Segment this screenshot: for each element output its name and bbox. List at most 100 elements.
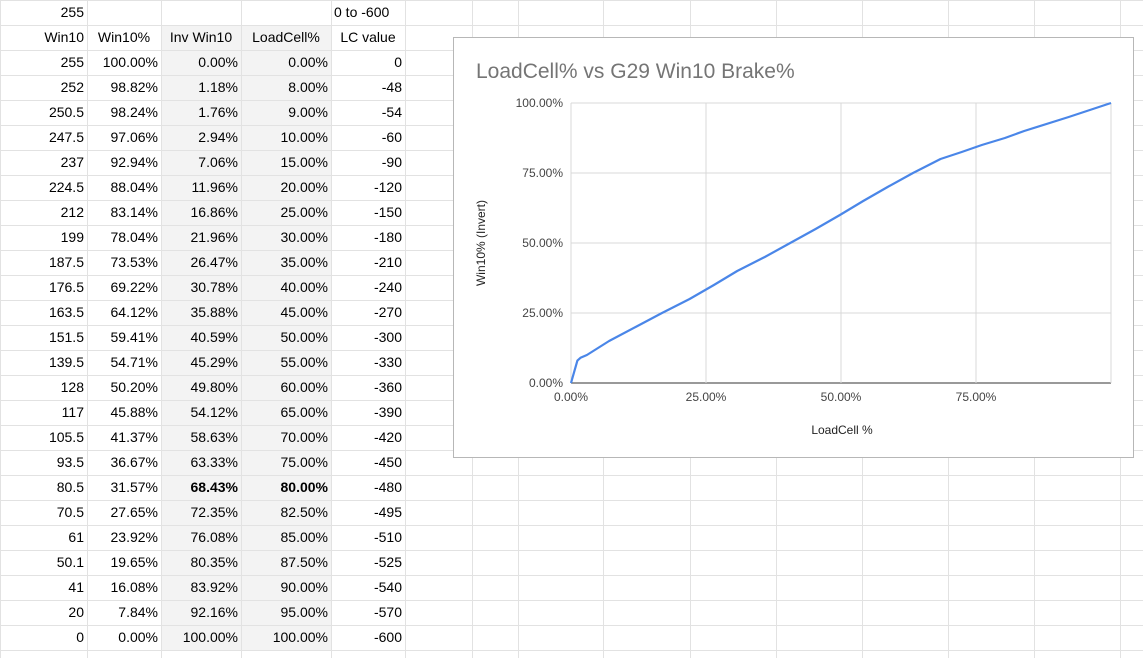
table-cell[interactable]: 50.00% (280, 329, 328, 345)
table-cell[interactable]: -150 (373, 204, 402, 220)
table-cell[interactable]: 8.00% (288, 79, 328, 95)
table-cell[interactable]: 93.5 (56, 454, 84, 470)
table-cell[interactable]: -300 (373, 329, 402, 345)
table-cell[interactable]: 224.5 (48, 179, 84, 195)
table-cell[interactable]: 82.50% (280, 504, 328, 520)
table-cell[interactable]: 11.96% (191, 179, 238, 195)
table-cell[interactable]: -270 (373, 304, 402, 320)
table-cell[interactable]: 25.00% (280, 204, 328, 220)
table-cell[interactable]: -90 (381, 154, 402, 170)
table-cell[interactable]: 40.00% (280, 279, 328, 295)
table-cell[interactable]: 83.92% (190, 579, 238, 595)
table-cell[interactable]: 199 (60, 229, 84, 245)
table-cell[interactable]: 80.35% (190, 554, 238, 570)
table-cell[interactable]: 54.71% (110, 354, 158, 370)
table-cell[interactable]: 252 (60, 79, 84, 95)
table-cell[interactable]: -525 (373, 554, 402, 570)
table-cell[interactable]: 9.00% (288, 104, 328, 120)
table-cell[interactable]: 50.1 (56, 554, 84, 570)
table-cell[interactable]: -360 (373, 379, 402, 395)
table-cell[interactable]: 19.65% (110, 554, 158, 570)
column-header[interactable]: Inv Win10 (169, 29, 233, 45)
table-cell[interactable]: 76.08% (190, 529, 238, 545)
table-cell[interactable]: 16.86% (190, 204, 238, 220)
column-header[interactable]: LoadCell% (252, 29, 320, 45)
table-cell[interactable]: -330 (373, 354, 402, 370)
table-cell[interactable]: 7.06% (198, 154, 238, 170)
table-cell[interactable]: -180 (373, 229, 402, 245)
table-cell[interactable]: 105.5 (48, 429, 84, 445)
column-header[interactable]: Win10 (44, 29, 84, 45)
table-cell[interactable]: -450 (373, 454, 402, 470)
table-cell[interactable]: -48 (381, 79, 402, 95)
table-cell[interactable]: 49.80% (190, 379, 238, 395)
table-cell[interactable]: 27.65% (110, 504, 158, 520)
table-cell[interactable]: 0.00% (198, 54, 238, 70)
table-cell[interactable]: -120 (373, 179, 402, 195)
chart-card[interactable]: LoadCell% vs G29 Win10 Brake% 0.00% 25.00… (453, 37, 1134, 458)
table-cell[interactable]: 98.82% (110, 79, 158, 95)
table-cell[interactable]: 61 (68, 529, 84, 545)
table-cell[interactable]: 163.5 (48, 304, 84, 320)
table-cell[interactable]: 68.43% (190, 479, 238, 495)
table-cell[interactable]: 75.00% (280, 454, 328, 470)
cell-range-note[interactable]: 0 to -600 (334, 4, 390, 20)
table-cell[interactable]: 35.88% (190, 304, 238, 320)
table-cell[interactable]: 187.5 (48, 254, 84, 270)
table-cell[interactable]: 0 (76, 629, 84, 645)
table-cell[interactable]: 64.12% (110, 304, 158, 320)
table-cell[interactable]: -240 (373, 279, 402, 295)
table-cell[interactable]: 92.16% (190, 604, 238, 620)
table-cell[interactable]: 83.14% (110, 204, 158, 220)
table-cell[interactable]: 45.29% (190, 354, 238, 370)
table-cell[interactable]: -480 (373, 479, 402, 495)
table-cell[interactable]: 21.96% (190, 229, 238, 245)
table-cell[interactable]: 237 (60, 154, 84, 170)
table-cell[interactable]: 98.24% (110, 104, 158, 120)
table-cell[interactable]: -570 (373, 604, 402, 620)
table-cell[interactable]: 117 (61, 404, 84, 420)
table-cell[interactable]: 30.00% (280, 229, 328, 245)
table-cell[interactable]: 45.00% (280, 304, 328, 320)
table-cell[interactable]: 100.00% (272, 629, 328, 645)
table-cell[interactable]: 40.59% (190, 329, 238, 345)
table-cell[interactable]: 85.00% (280, 529, 328, 545)
table-cell[interactable]: 247.5 (48, 129, 84, 145)
table-cell[interactable]: 0.00% (288, 54, 328, 70)
table-cell[interactable]: 0 (394, 54, 402, 70)
table-cell[interactable]: 7.84% (118, 604, 158, 620)
table-cell[interactable]: 128 (60, 379, 84, 395)
table-cell[interactable]: 31.57% (110, 479, 158, 495)
table-cell[interactable]: -495 (373, 504, 402, 520)
table-cell[interactable]: 139.5 (48, 354, 84, 370)
table-cell[interactable]: 55.00% (280, 354, 328, 370)
table-cell[interactable]: 59.41% (110, 329, 158, 345)
table-cell[interactable]: 30.78% (190, 279, 238, 295)
table-cell[interactable]: 15.00% (280, 154, 328, 170)
table-cell[interactable]: 78.04% (110, 229, 158, 245)
table-cell[interactable]: 45.88% (110, 404, 158, 420)
table-cell[interactable]: 151.5 (48, 329, 84, 345)
table-cell[interactable]: 41.37% (110, 429, 158, 445)
table-cell[interactable]: 0.00% (118, 629, 158, 645)
table-cell[interactable]: -540 (373, 579, 402, 595)
table-cell[interactable]: -210 (373, 254, 402, 270)
column-header[interactable]: LC value (340, 29, 396, 45)
table-cell[interactable]: 58.63% (190, 429, 238, 445)
table-cell[interactable]: 87.50% (280, 554, 328, 570)
table-cell[interactable]: 20 (68, 604, 84, 620)
table-cell[interactable]: -390 (373, 404, 402, 420)
table-cell[interactable]: 90.00% (280, 579, 328, 595)
table-cell[interactable]: 176.5 (48, 279, 84, 295)
table-cell[interactable]: 1.18% (198, 79, 238, 95)
table-cell[interactable]: 212 (60, 204, 84, 220)
table-cell[interactable]: 23.92% (110, 529, 158, 545)
table-cell[interactable]: 65.00% (280, 404, 328, 420)
table-cell[interactable]: 41 (68, 579, 84, 595)
table-cell[interactable]: 69.22% (110, 279, 158, 295)
table-cell[interactable]: 80.00% (280, 479, 328, 495)
table-cell[interactable]: 26.47% (190, 254, 238, 270)
table-cell[interactable]: -54 (381, 104, 402, 120)
cell-top-left-value[interactable]: 255 (60, 4, 84, 20)
table-cell[interactable]: 60.00% (280, 379, 328, 395)
